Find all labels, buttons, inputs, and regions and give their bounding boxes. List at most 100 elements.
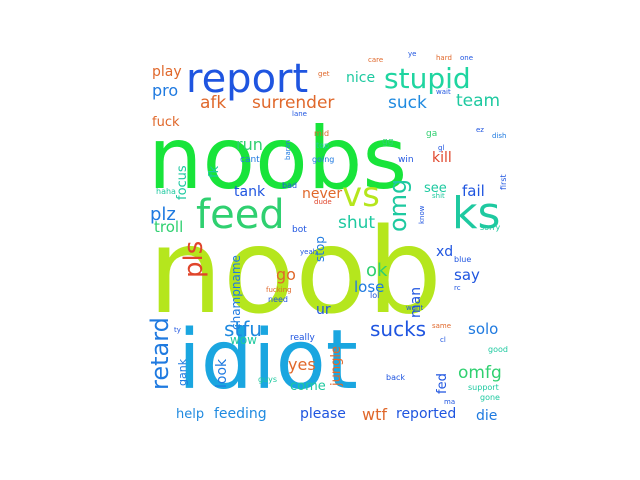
- word-focus: focus: [175, 165, 190, 200]
- word-fuck: fuck: [152, 115, 180, 130]
- word-wait: wait: [436, 88, 451, 96]
- word-feed: feed: [196, 192, 285, 238]
- word-troll: troll: [154, 218, 183, 236]
- word-nice: nice: [346, 70, 375, 86]
- word-never: never: [302, 186, 342, 202]
- word-suck: suck: [388, 93, 427, 113]
- word-see: see: [424, 181, 447, 196]
- word-come: come: [290, 379, 326, 394]
- word-pro: pro: [152, 81, 178, 100]
- word-please: please: [300, 406, 346, 422]
- word-stfu: stfu: [224, 317, 262, 341]
- word-die: die: [476, 408, 497, 424]
- word-top: top: [316, 141, 329, 150]
- word-play: play: [152, 64, 182, 80]
- word-win: win: [398, 155, 414, 165]
- word-sorry: sorry: [480, 223, 501, 232]
- word-going: going: [312, 155, 334, 164]
- word-lol: lol: [370, 291, 379, 300]
- word-ma: ma: [444, 398, 455, 406]
- word-fail: fail: [462, 182, 485, 200]
- word-same: same: [432, 322, 451, 330]
- word-mid: mid: [314, 129, 329, 138]
- word-help: help: [176, 407, 204, 422]
- word-go: go: [276, 265, 296, 284]
- word-fed: fed: [435, 373, 450, 394]
- word-afk: afk: [200, 93, 226, 113]
- word-omg: omg: [384, 179, 412, 232]
- word-pls: pls: [179, 241, 209, 278]
- word-ks: ks: [452, 188, 500, 239]
- word-care: care: [368, 56, 383, 64]
- word-sucks: sucks: [370, 317, 426, 341]
- word-wow: wow: [230, 333, 257, 347]
- word-stupid: stupid: [384, 62, 471, 95]
- word-reported: reported: [396, 406, 456, 422]
- word-one: one: [460, 54, 473, 62]
- word-bad: bad: [282, 181, 297, 190]
- word-blue: blue: [454, 255, 471, 264]
- word-omfg: omfg: [458, 363, 502, 383]
- word-report: report: [186, 56, 308, 102]
- word-run: run: [236, 135, 263, 154]
- word-dish: dish: [492, 132, 506, 140]
- word-feeding: feeding: [214, 406, 267, 422]
- word-surrender: surrender: [252, 93, 334, 113]
- word-guys: guys: [258, 375, 277, 384]
- word-shut: shut: [338, 213, 375, 233]
- word-solo: solo: [468, 320, 498, 338]
- word-retard: retard: [146, 317, 174, 390]
- word-plz: plz: [150, 204, 176, 225]
- word-really: really: [290, 333, 316, 343]
- word-ga: ga: [426, 129, 437, 139]
- word-xd: xd: [436, 244, 453, 260]
- word-good: good: [488, 345, 508, 354]
- word-look: look: [214, 358, 230, 388]
- word-vs: vs: [342, 175, 380, 215]
- word-cl: cl: [440, 336, 446, 344]
- word-shit: shit: [432, 192, 445, 200]
- word-lane: lane: [292, 110, 307, 118]
- word-get: get: [318, 70, 330, 78]
- word-yeah: yeah: [300, 248, 317, 256]
- word-stop: stop: [313, 236, 327, 262]
- word-gone: gone: [480, 393, 500, 402]
- word-ur: ur: [316, 302, 331, 318]
- word-want: want: [406, 304, 423, 312]
- word-cant: cant: [240, 155, 260, 165]
- word-jungle: jungle: [329, 346, 344, 387]
- word-say: say: [454, 266, 480, 284]
- word-back: back: [386, 373, 405, 382]
- word-need: need: [268, 295, 288, 304]
- word-noobs: noobs: [148, 109, 407, 209]
- word-yes: yes: [288, 355, 316, 374]
- word-ok: ok: [366, 260, 388, 281]
- word-bot: bot: [292, 225, 307, 235]
- word-lose: lose: [354, 278, 384, 296]
- word-idiot: idiot: [178, 313, 358, 408]
- word-noob: noob: [148, 202, 442, 340]
- word-kill: kill: [432, 150, 452, 166]
- word-wtf: wtf: [362, 405, 387, 424]
- word-gg: gg: [382, 137, 393, 147]
- word-fucking: fucking: [266, 286, 292, 294]
- word-tank: tank: [234, 184, 266, 200]
- word-fk: fk: [207, 165, 222, 178]
- word-champname: champname: [229, 255, 243, 330]
- word-ye: ye: [408, 50, 416, 58]
- word-baron: baron: [284, 140, 292, 160]
- word-first: first: [499, 174, 508, 190]
- word-haha: haha: [156, 187, 176, 196]
- word-know: know: [418, 205, 426, 224]
- word-team: team: [456, 91, 500, 111]
- word-man: man: [408, 287, 424, 318]
- word-ty: ty: [174, 326, 181, 334]
- word-support: support: [468, 383, 499, 392]
- word-rc: rc: [454, 284, 461, 292]
- word-dude: dude: [314, 198, 332, 206]
- word-ez: ez: [476, 126, 484, 134]
- word-hard: hard: [436, 54, 452, 62]
- word-gank: gank: [176, 358, 189, 386]
- word-gl: gl: [438, 144, 444, 152]
